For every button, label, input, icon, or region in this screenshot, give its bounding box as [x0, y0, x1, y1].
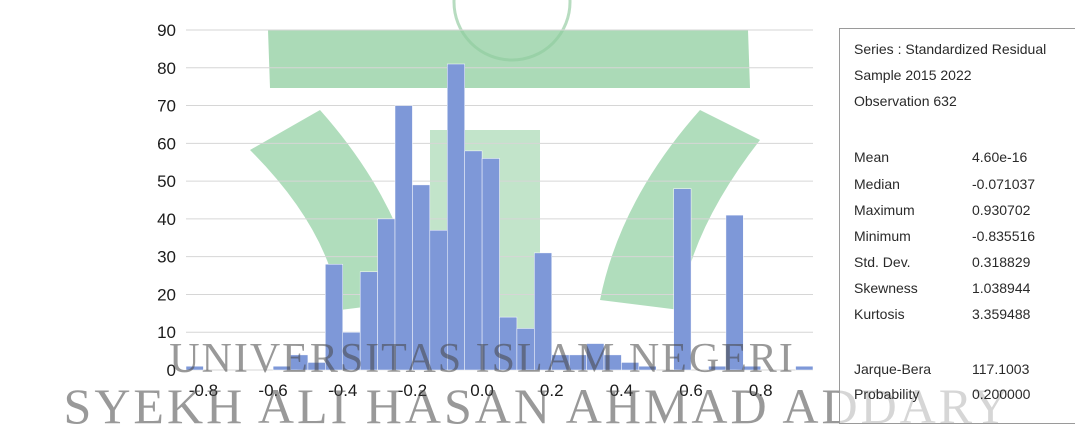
histogram-bar: [394, 105, 413, 371]
stat-value: 1.038944: [972, 280, 1031, 296]
stat-value: 4.60e-16: [972, 149, 1028, 165]
y-tick-label: 70: [157, 97, 176, 116]
stat-value: 0.318829: [972, 254, 1031, 270]
stats-observations: Observation 632: [854, 93, 957, 109]
x-tick-label: 0.0: [470, 381, 494, 400]
stats-series: Series : Standardized Residual: [854, 41, 1047, 57]
y-tick-label: 40: [157, 210, 176, 229]
y-axis-ticks: 0 10 20 30 40 50 60 70 80 90: [157, 21, 176, 380]
y-tick-label: 20: [157, 285, 176, 304]
stat-label: Median: [854, 176, 900, 192]
stat-value: -0.835516: [972, 228, 1036, 244]
histogram-bar: [743, 365, 761, 371]
y-tick-label: 10: [157, 323, 176, 342]
histogram-bar: [638, 365, 657, 371]
stats-panel: Series : Standardized Residual Sample 20…: [839, 28, 1075, 424]
x-tick-label: 0.2: [540, 381, 564, 400]
y-tick-label: 0: [167, 361, 176, 380]
logo-top-band: [268, 30, 750, 88]
stat-label: Jarque-Bera: [854, 361, 932, 377]
y-tick-label: 50: [157, 172, 176, 191]
x-axis-ticks: -0.8 -0.6 -0.4 -0.2 0.0 0.2 0.4 0.6 0.8: [189, 381, 773, 400]
histogram-chart: 0 10 20 30 40 50 60 70 80 90 -0.8 -0.6 -0.4 -0.2 0.0 0…: [157, 0, 814, 400]
x-tick-label: -0.8: [189, 381, 218, 400]
histogram-bars: [185, 63, 814, 371]
histogram-bar: [325, 263, 344, 371]
stat-label: Minimum: [854, 228, 911, 244]
x-tick-label: 0.6: [679, 381, 703, 400]
x-tick-label: -0.6: [258, 381, 287, 400]
y-tick-label: 90: [157, 21, 176, 40]
stats-sample: Sample 2015 2022: [854, 67, 972, 83]
stat-value: 3.359488: [972, 306, 1031, 322]
x-tick-label: -0.4: [328, 381, 357, 400]
x-tick-label: -0.2: [398, 381, 427, 400]
histogram-bar: [673, 188, 692, 371]
histogram-bar: [481, 158, 500, 371]
x-tick-label: 0.4: [610, 381, 634, 400]
histogram-bar: [534, 252, 552, 371]
stat-label: Maximum: [854, 202, 915, 218]
stat-value: -0.071037: [972, 176, 1036, 192]
histogram-bar: [185, 365, 204, 371]
watermark-line1: UNIVERSITAS ISLAM NEGERI: [169, 336, 795, 382]
histogram-bar: [725, 214, 744, 371]
stat-label: Probability: [854, 386, 920, 402]
stat-label: Kurtosis: [854, 306, 905, 322]
stat-value: 0.200000: [972, 386, 1031, 402]
stat-label: Std. Dev.: [854, 254, 911, 270]
histogram-bar: [447, 63, 465, 371]
stat-value: 0.930702: [972, 202, 1031, 218]
y-tick-label: 80: [157, 59, 176, 78]
y-tick-label: 60: [157, 134, 176, 153]
stat-value: 117.1003: [972, 361, 1030, 377]
histogram-bar: [795, 365, 814, 371]
stat-label: Mean: [854, 149, 890, 165]
stat-label: Skewness: [854, 280, 918, 296]
y-tick-label: 30: [157, 248, 176, 267]
x-tick-label: 0.8: [749, 381, 773, 400]
